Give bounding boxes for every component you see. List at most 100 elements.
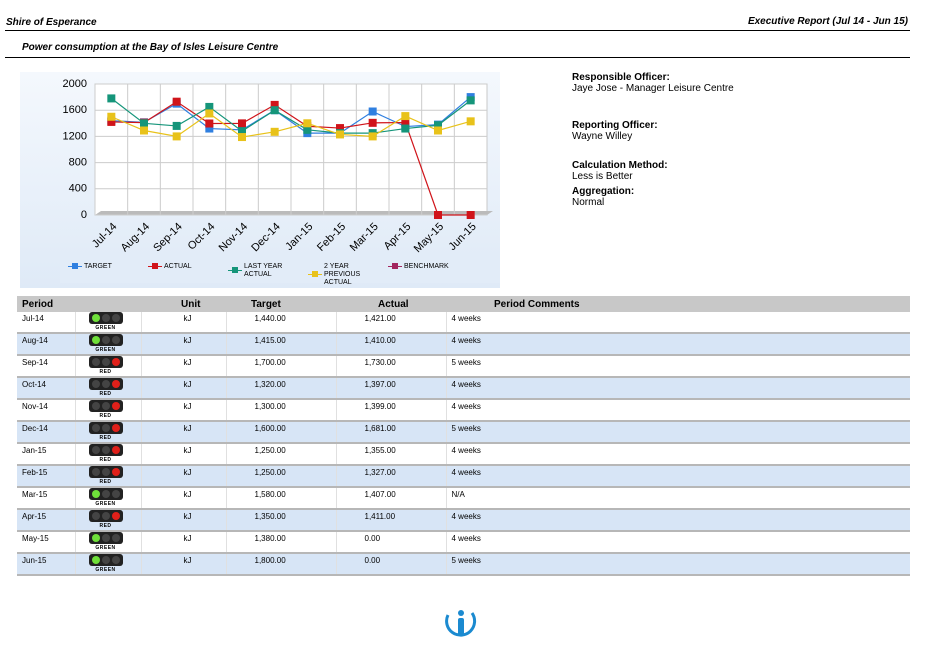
actual-cell: 1,407.00 [335,487,446,510]
legend-label: BENCHMARK [404,263,449,270]
status-cell: RED [74,421,141,444]
header-cell [75,296,141,312]
y-tick-label: 400 [69,183,87,195]
light-icon [88,488,123,500]
legend-label: ACTUAL [164,263,192,270]
status-cell: RED [74,443,141,466]
status-label: GREEN [95,545,116,551]
legend: TARGET ACTUAL LAST YEAR ACTUAL 2 YEAR PREVI… [60,259,500,286]
actual-cell: 1,399.00 [335,399,446,422]
info-block: Calculation Method: Less is Better [572,160,668,182]
target-cell: 1,440.00 [225,312,336,334]
marker [270,106,279,115]
status-cell: GREEN [74,553,141,576]
traffic-light: RED [88,422,123,441]
comment-cell: 4 weeks [445,465,910,488]
unit-cell: kJ [140,421,226,444]
x-tick-label: Jul-14 [90,221,120,251]
table-row: Aug-14 GREEN kJ 1,415.00 1,410.00 4 weeks [17,333,910,356]
actual-cell: 1,327.00 [335,465,446,488]
light-icon [88,312,123,324]
marker [466,211,475,219]
unit-cell: kJ [140,312,226,334]
light-icon [88,532,123,544]
marker [401,124,410,133]
marker [140,126,148,135]
unit-cell: kJ [140,355,226,378]
table-row: Oct-14 RED kJ 1,320.00 1,397.00 4 weeks [17,377,910,400]
status-cell: GREEN [74,333,141,356]
target-cell: 1,320.00 [225,377,336,400]
info-value: Wayne Willey [572,131,633,142]
swatch-marker [152,263,158,269]
actual-cell: 1,730.00 [335,355,446,378]
period-cell: Sep-14 [17,355,75,378]
y-tick-label: 1200 [63,130,87,142]
info-label: Calculation Method: [572,160,668,171]
traffic-light: RED [88,466,123,485]
legend-swatch [228,267,242,274]
table-row: Nov-14 RED kJ 1,300.00 1,399.00 4 weeks [17,399,910,422]
period-cell: Jul-14 [17,312,75,334]
light-icon [88,400,123,412]
header-cell: Unit [141,296,226,312]
unit-cell: kJ [140,531,226,554]
period-cell: Apr-15 [17,509,75,532]
status-label: RED [99,523,112,529]
swatch-marker [232,267,238,273]
traffic-light: RED [88,378,123,397]
marker [238,127,246,136]
comment-cell: 4 weeks [445,333,910,356]
comment-cell: 4 weeks [445,399,910,422]
header-row: Period Unit Target Actual Period Comments [17,296,910,312]
marker [434,211,442,219]
header-cell: Period Comments [446,296,910,312]
unit-cell: kJ [140,377,226,400]
x-tick-label: Feb-15 [315,221,348,254]
traffic-light: RED [88,444,123,463]
table-row: Jun-15 GREEN kJ 1,800.00 0.00 5 weeks [17,553,910,576]
light-icon [88,378,123,390]
data-table: Period Unit Target Actual Period Comments Jul… [17,296,910,576]
status-label: GREEN [95,567,116,573]
target-cell: 1,300.00 [225,399,336,422]
traffic-light: RED [88,356,123,375]
legend-item: TARGET [68,263,148,271]
table-row: Feb-15 RED kJ 1,250.00 1,327.00 4 weeks [17,465,910,488]
comment-cell: 4 weeks [445,443,910,466]
info-label: Reporting Officer: [572,120,658,131]
y-tick-label: 1600 [63,104,87,116]
marker [466,96,475,105]
series-line [111,112,471,138]
marker [270,127,279,136]
unit-cell: kJ [140,465,226,488]
traffic-light: GREEN [88,532,123,551]
status-cell: GREEN [74,312,141,334]
legend-swatch [148,263,162,270]
period-cell: May-15 [17,531,75,554]
info-block: Aggregation: Normal [572,186,634,208]
marker [336,130,344,139]
target-cell: 1,250.00 [225,465,336,488]
comment-cell: 4 weeks [445,531,910,554]
period-cell: Nov-14 [17,399,75,422]
table-row: Jul-14 GREEN kJ 1,440.00 1,421.00 4 weeks [17,312,910,334]
y-tick-label: 0 [81,209,87,221]
traffic-light: GREEN [88,554,123,573]
target-cell: 1,700.00 [225,355,336,378]
marker [238,119,246,128]
table-row: May-15 GREEN kJ 1,380.00 0.00 4 weeks [17,531,910,554]
marker [107,112,116,121]
report-title: Executive Report (Jul 14 - Jun 15) [747,16,908,27]
info-label: Aggregation: [572,186,635,197]
marker [368,132,377,141]
info-value: Less is Better [572,171,633,182]
status-cell: RED [74,377,141,400]
rule [5,57,910,58]
x-tick-label: Jun-15 [447,221,479,253]
swatch-marker [72,263,78,269]
marker [434,126,442,135]
x-tick-label: Aug-14 [119,221,153,255]
target-cell: 1,580.00 [225,487,336,510]
marker [401,118,410,127]
